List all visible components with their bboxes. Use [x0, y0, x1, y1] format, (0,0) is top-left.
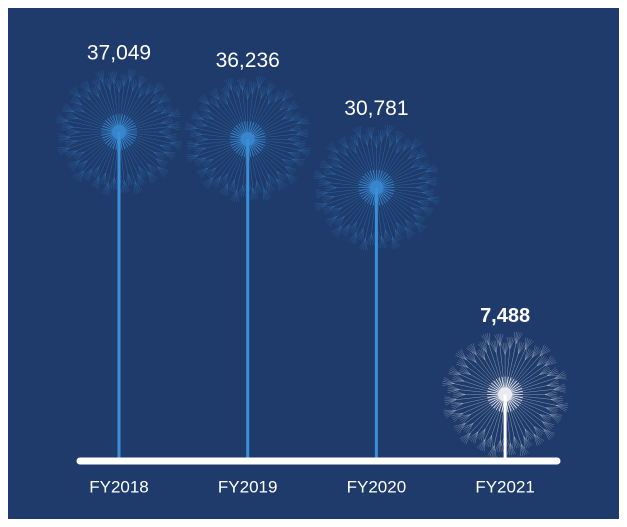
- value-label: 36,236: [216, 49, 280, 72]
- value-label: 30,781: [344, 97, 408, 120]
- page: 37,049 FY2018 36,236 FY2019 30,781 FY2020 7,48…: [0, 0, 627, 527]
- x-tick-label: FY2018: [89, 477, 149, 496]
- value-label: 7,488: [480, 305, 530, 327]
- chart: 37,049 FY2018 36,236 FY2019 30,781 FY2020 7,48…: [0, 0, 627, 527]
- value-label: 37,049: [87, 42, 151, 65]
- x-tick-label: FY2021: [475, 477, 535, 496]
- x-tick-label: FY2020: [347, 477, 407, 496]
- background: [8, 8, 619, 519]
- x-tick-label: FY2019: [218, 477, 278, 496]
